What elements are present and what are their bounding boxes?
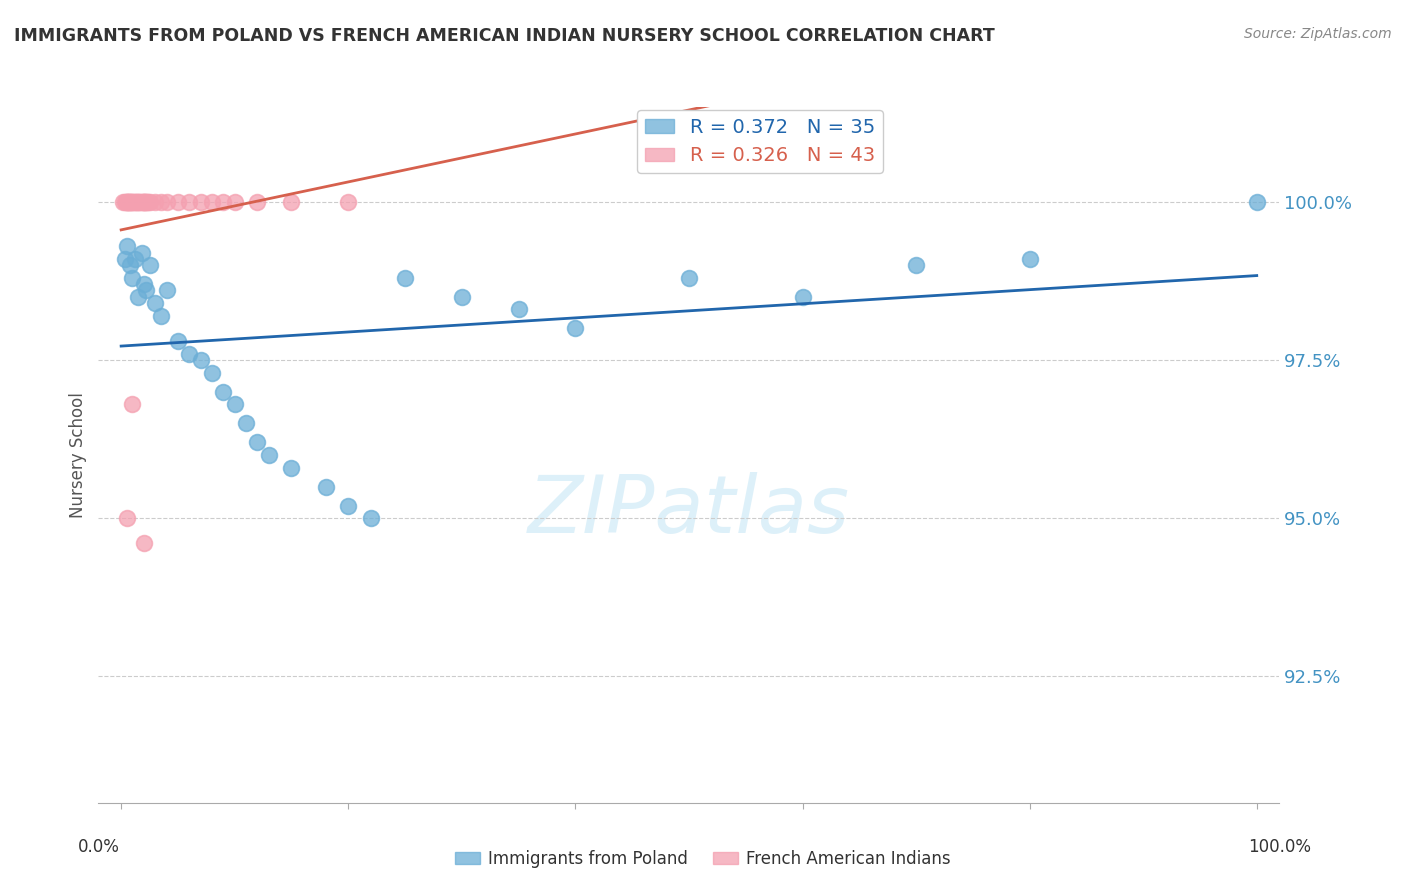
Point [138,194,160,209]
Point [121,194,143,209]
Legend: R = 0.372   N = 35, R = 0.326   N = 43: R = 0.372 N = 35, R = 0.326 N = 43 [637,110,883,173]
Point [792,290,814,304]
Point [115,239,138,253]
Point [132,194,155,209]
Point [124,252,146,266]
Point [1246,194,1268,209]
Text: 100.0%: 100.0% [1249,838,1310,856]
Point [120,194,142,209]
Point [224,397,246,411]
Point [1018,252,1040,266]
Point [167,334,190,348]
Point [121,194,143,209]
Point [127,290,149,304]
Point [337,194,360,209]
Point [122,194,145,209]
Text: Source: ZipAtlas.com: Source: ZipAtlas.com [1244,27,1392,41]
Point [129,194,152,209]
Point [112,194,135,209]
Text: 0.0%: 0.0% [77,838,120,856]
Point [190,194,212,209]
Point [117,194,139,209]
Point [135,194,157,209]
Point [246,194,269,209]
Point [138,194,160,209]
Point [135,284,157,298]
Point [132,194,155,209]
Point [125,194,148,209]
Point [121,270,143,285]
Point [115,194,138,209]
Point [115,194,138,209]
Point [125,194,148,209]
Point [136,194,159,209]
Point [315,479,337,493]
Point [149,194,172,209]
Point [127,194,149,209]
Point [118,194,141,209]
Point [143,194,166,209]
Point [280,194,302,209]
Point [131,194,153,209]
Point [450,290,472,304]
Point [143,296,166,310]
Point [131,245,153,260]
Point [149,309,172,323]
Point [155,194,177,209]
Point [179,347,201,361]
Point [201,366,224,380]
Point [212,194,235,209]
Text: IMMIGRANTS FROM POLAND VS FRENCH AMERICAN INDIAN NURSERY SCHOOL CORRELATION CHAR: IMMIGRANTS FROM POLAND VS FRENCH AMERICA… [14,27,995,45]
Point [134,194,156,209]
Point [132,194,155,209]
Point [118,194,141,209]
Point [179,194,201,209]
Point [120,258,142,272]
Point [132,277,155,292]
Point [138,258,160,272]
Point [114,252,136,266]
Y-axis label: Nursery School: Nursery School [69,392,87,518]
Text: ZIPatlas: ZIPatlas [527,472,851,549]
Point [114,194,136,209]
Point [167,194,190,209]
Point [280,460,302,475]
Point [212,384,235,399]
Point [124,194,146,209]
Point [257,448,280,462]
Point [508,302,530,317]
Point [201,194,224,209]
Point [121,397,143,411]
Point [190,353,212,368]
Point [678,270,700,285]
Point [115,511,138,525]
Point [360,511,382,525]
Point [394,270,416,285]
Legend: Immigrants from Poland, French American Indians: Immigrants from Poland, French American … [449,844,957,875]
Point [155,284,177,298]
Point [114,194,136,209]
Point [224,194,246,209]
Point [132,536,155,550]
Point [120,194,142,209]
Point [337,499,360,513]
Point [905,258,928,272]
Point [246,435,269,450]
Point [564,321,586,335]
Point [235,417,257,431]
Point [128,194,150,209]
